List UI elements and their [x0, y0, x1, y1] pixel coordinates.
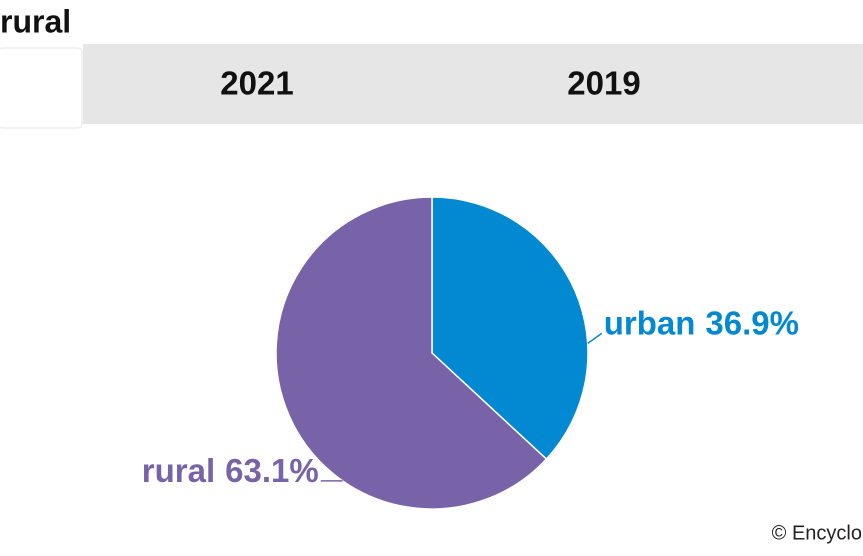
- page-title: rural: [0, 3, 71, 39]
- value-label: 36.9%: [705, 304, 799, 341]
- pie-slice: [275, 196, 548, 510]
- tab-selected[interactable]: [0, 47, 83, 129]
- data-label: rural 63.1%: [142, 452, 319, 489]
- tab-bar: [83, 44, 863, 124]
- tab[interactable]: 2021: [220, 65, 293, 102]
- data-label: urban 36.9%: [604, 304, 799, 341]
- category-label: rural: [142, 452, 215, 489]
- credit: © Encyclo: [772, 522, 862, 544]
- pie: urban 36.9% rural 63.1%: [142, 196, 799, 510]
- tab[interactable]: 2019: [567, 65, 640, 102]
- category-label: urban: [604, 304, 696, 341]
- leader-line: [587, 332, 603, 345]
- pie-slice: [431, 196, 589, 461]
- value-label: 63.1%: [225, 452, 319, 489]
